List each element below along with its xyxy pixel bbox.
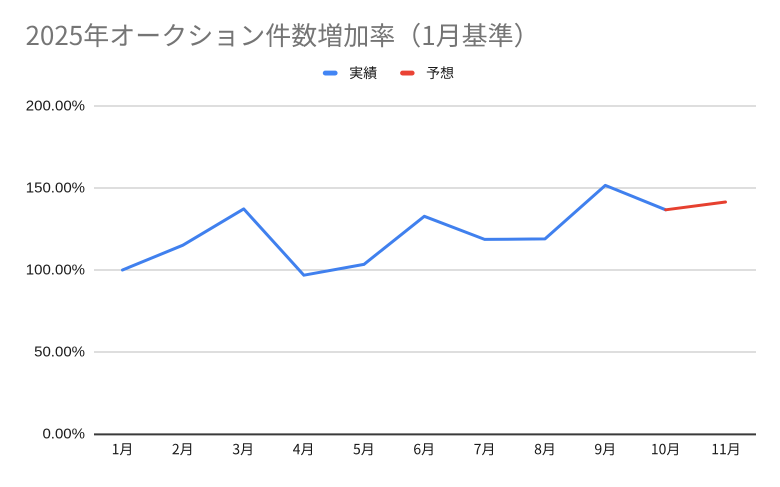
svg-text:100.00%: 100.00%: [26, 261, 85, 278]
svg-text:200.00%: 200.00%: [26, 97, 85, 114]
svg-text:50.00%: 50.00%: [34, 343, 85, 360]
svg-text:150.00%: 150.00%: [26, 179, 85, 196]
svg-text:0.00%: 0.00%: [42, 426, 85, 443]
